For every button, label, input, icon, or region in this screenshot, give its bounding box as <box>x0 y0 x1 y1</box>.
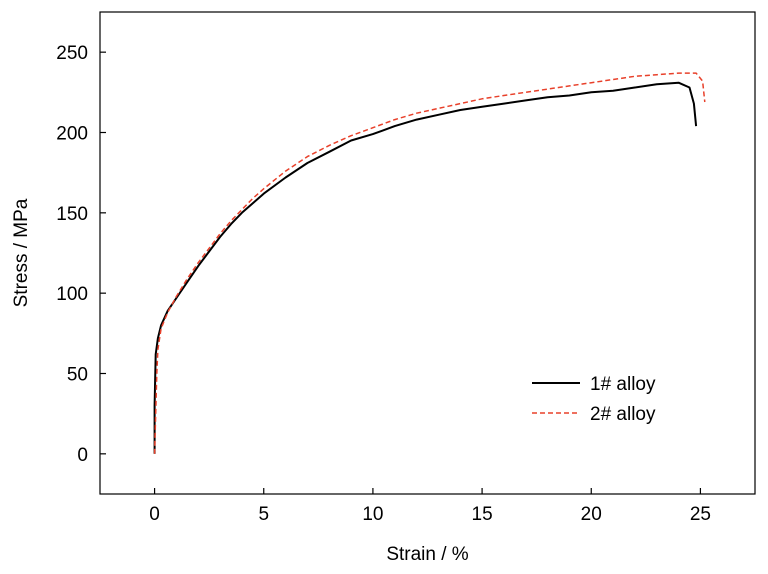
y-axis-ticks: 0 50 100 150 200 250 <box>56 43 106 466</box>
y-tick-label: 0 <box>77 445 88 466</box>
y-tick-label: 150 <box>56 204 88 225</box>
legend-label-2-alloy: 2# alloy <box>590 404 656 425</box>
series-line-2 <box>153 72 706 454</box>
y-tick-label: 250 <box>56 43 88 64</box>
series-line-1 <box>153 81 698 454</box>
y-axis-title: Stress / MPa <box>11 198 32 307</box>
legend: 1# alloy 2# alloy <box>532 374 656 425</box>
plot-frame <box>99 11 756 495</box>
x-tick-label: 25 <box>690 504 711 525</box>
y-tick-label: 200 <box>56 124 88 145</box>
x-axis-title: Strain / % <box>386 544 468 565</box>
y-tick-label: 100 <box>56 284 88 305</box>
x-tick-label: 15 <box>472 504 493 525</box>
x-tick-label: 5 <box>258 504 269 525</box>
y-tick-label: 50 <box>67 365 88 386</box>
x-tick-label: 0 <box>149 504 160 525</box>
x-axis-ticks: 0 5 10 15 20 25 <box>149 488 711 525</box>
series-layer <box>153 72 706 454</box>
legend-label-1-alloy: 1# alloy <box>590 374 656 395</box>
x-tick-label: 10 <box>362 504 383 525</box>
x-tick-label: 20 <box>581 504 602 525</box>
